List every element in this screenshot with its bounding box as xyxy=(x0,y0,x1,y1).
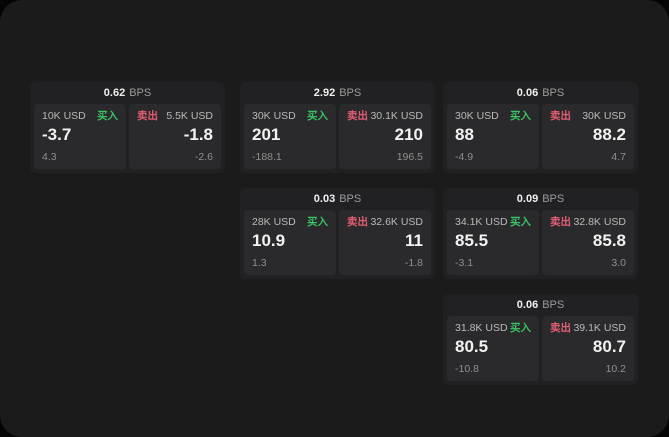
buy-label: 买入 xyxy=(510,110,531,122)
sell-label: 卖出 xyxy=(347,216,368,228)
buy-amount: 34.1K USD xyxy=(455,216,508,228)
buy-panel[interactable]: 30K USD 买入 88 -4.9 xyxy=(447,104,539,169)
sell-sub-value: -1.8 xyxy=(404,257,423,269)
sell-panel[interactable]: 卖出 32.8K USD 85.8 3.0 xyxy=(542,210,634,275)
sell-amount: 32.6K USD xyxy=(370,216,423,228)
sell-amount: 30.1K USD xyxy=(370,110,423,122)
bps-unit-label: BPS xyxy=(339,87,362,99)
sell-price: 85.8 xyxy=(592,231,626,250)
bps-header: 2.92 BPS xyxy=(240,82,435,104)
sell-amount: 5.5K USD xyxy=(166,110,213,122)
quote-card-1: 0.62 BPS 10K USD 买入 -3.7 4.3 卖出 5.5K USD… xyxy=(30,82,225,173)
sell-amount: 30K USD xyxy=(582,110,626,122)
quote-panels: 31.8K USD 买入 80.5 -10.8 卖出 39.1K USD 80.… xyxy=(447,316,634,381)
bps-header: 0.09 BPS xyxy=(443,188,638,210)
buy-panel[interactable]: 31.8K USD 买入 80.5 -10.8 xyxy=(447,316,539,381)
bps-value: 0.09 xyxy=(516,193,539,205)
buy-amount: 30K USD xyxy=(455,110,499,122)
buy-amount: 28K USD xyxy=(252,216,296,228)
bps-unit-label: BPS xyxy=(542,87,565,99)
buy-sub-value: 4.3 xyxy=(42,151,57,163)
buy-sub-value: 1.3 xyxy=(252,257,267,269)
bps-unit-label: BPS xyxy=(129,87,152,99)
buy-label: 买入 xyxy=(307,110,328,122)
buy-panel[interactable]: 30K USD 买入 201 -188.1 xyxy=(244,104,336,169)
buy-label: 买入 xyxy=(510,216,531,228)
buy-sub-value: -10.8 xyxy=(455,363,479,375)
quote-card-3: 0.06 BPS 30K USD 买入 88 -4.9 卖出 30K USD 8… xyxy=(443,82,638,173)
quote-card-2: 2.92 BPS 30K USD 买入 201 -188.1 卖出 30.1K … xyxy=(240,82,435,173)
sell-label: 卖出 xyxy=(347,110,368,122)
sell-price: -1.8 xyxy=(183,125,213,144)
sell-panel[interactable]: 卖出 5.5K USD -1.8 -2.6 xyxy=(129,104,221,169)
buy-panel[interactable]: 10K USD 买入 -3.7 4.3 xyxy=(34,104,126,169)
buy-price: 10.9 xyxy=(252,231,286,250)
bps-unit-label: BPS xyxy=(339,193,362,205)
bps-value: 0.62 xyxy=(103,87,126,99)
sell-price: 80.7 xyxy=(592,337,626,356)
sell-sub-value: 10.2 xyxy=(605,363,626,375)
sell-label: 卖出 xyxy=(137,110,158,122)
bps-header: 0.03 BPS xyxy=(240,188,435,210)
sell-sub-value: 3.0 xyxy=(611,257,626,269)
bps-header: 0.62 BPS xyxy=(30,82,225,104)
bps-value: 0.06 xyxy=(516,87,539,99)
sell-panel[interactable]: 卖出 30.1K USD 210 196.5 xyxy=(339,104,431,169)
buy-label: 买入 xyxy=(510,322,531,334)
sell-sub-value: 196.5 xyxy=(396,151,423,163)
bps-header: 0.06 BPS xyxy=(443,294,638,316)
buy-amount: 31.8K USD xyxy=(455,322,508,334)
bps-value: 2.92 xyxy=(313,87,336,99)
sell-price: 210 xyxy=(394,125,423,144)
quote-panels: 28K USD 买入 10.9 1.3 卖出 32.6K USD 11 -1.8 xyxy=(244,210,431,275)
sell-price: 11 xyxy=(405,231,423,250)
sell-amount: 32.8K USD xyxy=(573,216,626,228)
sell-sub-value: -2.6 xyxy=(194,151,213,163)
sell-label: 卖出 xyxy=(550,216,571,228)
sell-panel[interactable]: 卖出 30K USD 88.2 4.7 xyxy=(542,104,634,169)
quote-panels: 34.1K USD 买入 85.5 -3.1 卖出 32.8K USD 85.8… xyxy=(447,210,634,275)
quote-panels: 30K USD 买入 201 -188.1 卖出 30.1K USD 210 1… xyxy=(244,104,431,169)
buy-price: 201 xyxy=(252,125,281,144)
sell-price: 88.2 xyxy=(592,125,626,144)
sell-panel[interactable]: 卖出 39.1K USD 80.7 10.2 xyxy=(542,316,634,381)
buy-panel[interactable]: 34.1K USD 买入 85.5 -3.1 xyxy=(447,210,539,275)
buy-price: 80.5 xyxy=(455,337,489,356)
buy-price: -3.7 xyxy=(42,125,72,144)
buy-price: 85.5 xyxy=(455,231,489,250)
buy-amount: 10K USD xyxy=(42,110,86,122)
buy-panel[interactable]: 28K USD 买入 10.9 1.3 xyxy=(244,210,336,275)
buy-price: 88 xyxy=(455,125,474,144)
sell-panel[interactable]: 卖出 32.6K USD 11 -1.8 xyxy=(339,210,431,275)
quote-panels: 30K USD 买入 88 -4.9 卖出 30K USD 88.2 4.7 xyxy=(447,104,634,169)
buy-label: 买入 xyxy=(97,110,118,122)
sell-label: 卖出 xyxy=(550,322,571,334)
bps-value: 0.06 xyxy=(516,299,539,311)
quote-panels: 10K USD 买入 -3.7 4.3 卖出 5.5K USD -1.8 -2.… xyxy=(34,104,221,169)
bps-value: 0.03 xyxy=(313,193,336,205)
buy-sub-value: -3.1 xyxy=(455,257,474,269)
bps-unit-label: BPS xyxy=(542,299,565,311)
quote-card-5: 0.09 BPS 34.1K USD 买入 85.5 -3.1 卖出 32.8K… xyxy=(443,188,638,279)
sell-label: 卖出 xyxy=(550,110,571,122)
buy-amount: 30K USD xyxy=(252,110,296,122)
sell-amount: 39.1K USD xyxy=(573,322,626,334)
quote-card-4: 0.03 BPS 28K USD 买入 10.9 1.3 卖出 32.6K US… xyxy=(240,188,435,279)
bps-unit-label: BPS xyxy=(542,193,565,205)
buy-label: 买入 xyxy=(307,216,328,228)
buy-sub-value: -4.9 xyxy=(455,151,474,163)
buy-sub-value: -188.1 xyxy=(252,151,282,163)
sell-sub-value: 4.7 xyxy=(611,151,626,163)
bps-header: 0.06 BPS xyxy=(443,82,638,104)
quote-card-6: 0.06 BPS 31.8K USD 买入 80.5 -10.8 卖出 39.1… xyxy=(443,294,638,385)
